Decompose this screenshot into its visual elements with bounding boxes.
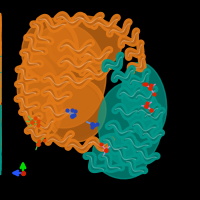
Point <box>42 138 45 141</box>
Point <box>36 124 39 127</box>
Point <box>100 143 103 146</box>
Ellipse shape <box>121 62 167 138</box>
Point <box>145 82 148 85</box>
Ellipse shape <box>26 23 74 77</box>
Point <box>30 120 34 124</box>
Ellipse shape <box>28 32 100 120</box>
Point <box>65 109 68 112</box>
Ellipse shape <box>17 54 63 138</box>
Point <box>37 139 40 142</box>
Ellipse shape <box>93 133 147 179</box>
Point <box>104 148 108 152</box>
Point <box>36 119 39 123</box>
Point <box>34 116 37 120</box>
Point <box>145 101 149 105</box>
Ellipse shape <box>46 16 122 72</box>
Ellipse shape <box>22 18 78 82</box>
Point <box>72 113 75 117</box>
Point <box>74 109 77 113</box>
Point <box>150 84 153 87</box>
Ellipse shape <box>22 24 106 128</box>
Point <box>150 109 153 112</box>
Ellipse shape <box>52 20 116 68</box>
Point <box>153 92 156 95</box>
Point <box>150 108 153 111</box>
Ellipse shape <box>21 61 59 131</box>
Point <box>70 114 74 118</box>
Point <box>148 86 152 90</box>
Point <box>96 122 99 125</box>
Point <box>90 126 94 129</box>
Point <box>36 142 40 146</box>
Point <box>71 108 74 112</box>
Point <box>21 171 25 175</box>
Point <box>90 122 94 126</box>
Point <box>92 123 95 126</box>
Point <box>144 104 148 108</box>
Ellipse shape <box>46 78 106 142</box>
Point <box>143 83 146 86</box>
Ellipse shape <box>98 82 162 166</box>
Ellipse shape <box>50 83 102 137</box>
